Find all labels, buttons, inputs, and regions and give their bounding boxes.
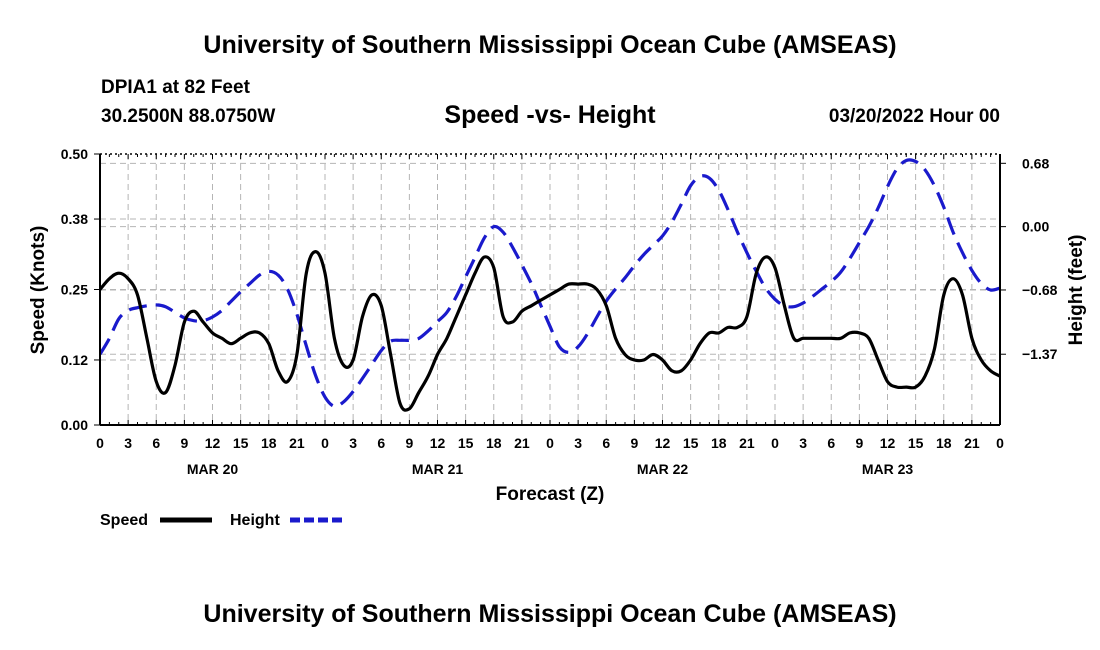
y-tick-label: 0.00 (61, 417, 88, 433)
y2-tick-label: −1.37 (1022, 346, 1058, 362)
chart-title: Speed -vs- Height (444, 101, 656, 129)
axes (94, 153, 1006, 426)
x-tick-label: 9 (630, 435, 638, 451)
x-tick-label: 21 (739, 435, 755, 451)
x-tick-label: 12 (880, 435, 896, 451)
x-tick-label: 3 (124, 435, 132, 451)
x-tick-label: 9 (405, 435, 413, 451)
y-axis-label: Speed (Knots) (28, 226, 49, 355)
legend-height-label: Height (230, 512, 280, 529)
y-tick-label: 0.38 (61, 211, 88, 227)
x-tick-label: 3 (349, 435, 357, 451)
x-tick-label: 12 (655, 435, 671, 451)
x-tick-label: 6 (827, 435, 835, 451)
y2-tick-label: 0.68 (1022, 155, 1049, 171)
x-tick-label: 18 (261, 435, 277, 451)
x-tick-label: 9 (855, 435, 863, 451)
day-label: MAR 22 (637, 461, 689, 477)
coordinates-label: 30.2500N 88.0750W (101, 106, 276, 127)
day-label: MAR 23 (862, 461, 914, 477)
speed-series-line (100, 250, 1000, 412)
x-tick-label: 9 (180, 435, 188, 451)
day-label: MAR 20 (187, 461, 239, 477)
x-tick-label: 6 (602, 435, 610, 451)
x-axis-label: Forecast (Z) (496, 484, 605, 505)
forecast-datetime: 03/20/2022 Hour 00 (828, 106, 1000, 127)
x-tick-label: 0 (96, 435, 104, 451)
x-tick-label: 15 (908, 435, 924, 451)
legend: Speed Height (100, 512, 342, 529)
day-label: MAR 21 (412, 461, 464, 477)
x-tick-label: 15 (458, 435, 474, 451)
x-tick-label: 21 (514, 435, 530, 451)
x-tick-label: 0 (321, 435, 329, 451)
legend-speed-label: Speed (100, 512, 148, 529)
x-tick-label: 0 (546, 435, 554, 451)
x-tick-label: 12 (205, 435, 221, 451)
y-tick-label: 0.50 (61, 146, 88, 162)
x-tick-label: 21 (964, 435, 980, 451)
series-layer (100, 158, 1000, 412)
x-tick-label: 18 (711, 435, 727, 451)
tick-labels: 0 3 6 9 12 15 18 21 0 3 6 9 12 15 18 21 0 3 6 9 12 15 18 21 0 3 6 9… (61, 146, 1058, 477)
x-tick-label: 6 (152, 435, 160, 451)
x-tick-label: 21 (289, 435, 305, 451)
x-tick-label: 6 (377, 435, 385, 451)
x-tick-label: 12 (430, 435, 446, 451)
grid (100, 154, 1000, 425)
y2-axis-label: Height (feet) (1066, 235, 1087, 346)
page-title: University of Southern Mississippi Ocean… (203, 31, 897, 59)
y2-tick-label: 0.00 (1022, 219, 1049, 235)
x-tick-label: 3 (574, 435, 582, 451)
height-series-line (100, 158, 1000, 409)
y-tick-label: 0.25 (61, 282, 88, 298)
station-label: DPIA1 at 82 Feet (101, 77, 250, 98)
x-tick-label: 3 (799, 435, 807, 451)
footer-title: University of Southern Mississippi Ocean… (203, 600, 897, 628)
x-tick-label: 0 (771, 435, 779, 451)
x-tick-label: 15 (683, 435, 699, 451)
x-tick-label: 18 (936, 435, 952, 451)
x-tick-label: 0 (996, 435, 1004, 451)
x-tick-label: 15 (233, 435, 249, 451)
y2-tick-label: −0.68 (1022, 282, 1058, 298)
x-tick-label: 18 (486, 435, 502, 451)
y-tick-label: 0.12 (61, 352, 88, 368)
